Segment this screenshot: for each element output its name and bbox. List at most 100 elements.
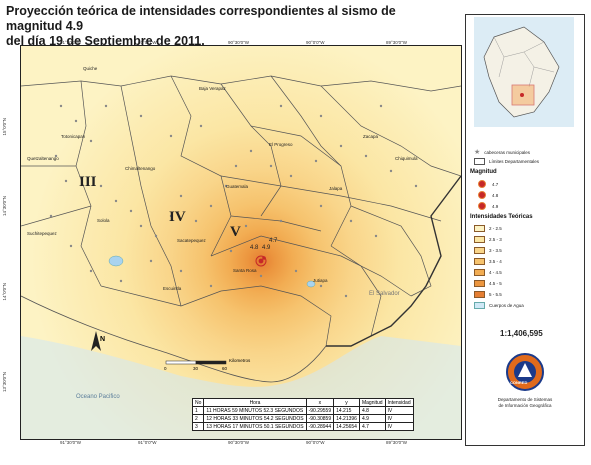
chimaltenango-label: Chimaltenango — [125, 166, 156, 171]
epicenter-icon — [478, 191, 486, 199]
el-progreso-label: El Progreso — [269, 142, 293, 147]
intensity-range: 4 - 4.5 — [489, 270, 502, 275]
table-cell: -90.28944 — [305, 422, 335, 431]
country-border — [326, 175, 461, 347]
legend-intensity-item: 2 - 2.5 — [474, 225, 502, 232]
legend-agua-label: Cuerpos de Agua — [489, 303, 524, 308]
santa-rosa-label: Santa Rosa — [233, 268, 257, 273]
table-row: 2 12 HORAS 33 MINUTOS 54.2 SEGUNDOS -90.… — [191, 414, 414, 423]
scale-bar — [165, 360, 227, 365]
map-scale: 1:1,406,595 — [500, 329, 543, 338]
intensity-swatch — [474, 280, 485, 287]
table-row: 1 11 HORAS 59 MINUTOS 52.3 SEGUNDOS -90.… — [191, 406, 414, 415]
legend-cabeceras: ★ cabeceras municipales — [474, 148, 530, 156]
epicenter-icon — [478, 180, 486, 188]
legend-magnitud-item: 4.9 — [478, 202, 498, 210]
intensity-label-iv: IV — [169, 209, 186, 225]
epicenter-label-b: 4.9 — [262, 245, 271, 251]
scale-tick-30: 30 — [193, 366, 199, 371]
epicenter-icon — [478, 202, 486, 210]
legend-magnitud-value: 4.8 — [492, 192, 499, 198]
guatemala-label: Guatemala — [226, 184, 249, 189]
table-cell: 3 — [191, 422, 205, 431]
table-cell: 14.215 — [333, 406, 360, 415]
table-header: x — [305, 398, 335, 407]
title-line-2: del día 19 de Septiembre de 2011. — [6, 34, 205, 48]
table-row: 3 13 HORAS 17 MINUTOS 50.1 SEGUNDOS -90.… — [191, 422, 414, 431]
legend-cabeceras-label: cabeceras municipales — [484, 149, 531, 155]
coord-bottom-3: 90°30'0"W — [228, 440, 250, 445]
table-header-row: No Hora x y Magnitud Intensidad — [191, 398, 414, 407]
municipal-capitals — [49, 104, 418, 298]
table-cell: 1 — [191, 406, 205, 415]
main-map[interactable]: III IV V 4.7 4.8 4.9 Oceano Pacifico El … — [20, 45, 462, 440]
intensity-range: 2 - 2.5 — [489, 226, 502, 231]
legend-intensity-item: 3.5 - 4 — [474, 258, 502, 265]
intensity-range: 3.5 - 4 — [489, 259, 502, 264]
coord-top-4: 90°0'0"W — [306, 40, 325, 45]
coord-bottom-4: 90°0'0"W — [306, 440, 325, 445]
conred-logo — [506, 353, 544, 391]
coord-top-5: 89°30'0"W — [386, 40, 408, 45]
table-cell: 4.7 — [358, 422, 386, 431]
intensity-swatch — [474, 269, 485, 276]
intensity-swatch — [474, 225, 485, 232]
epicenters — [255, 255, 267, 267]
table-cell: -90.30859 — [305, 414, 335, 423]
legend-intensity-item: 5 - 5.5 — [474, 291, 502, 298]
table-header: Magnitud — [358, 398, 386, 407]
legend-limites-label: Límites Departamentales — [489, 159, 540, 164]
star-icon: ★ — [474, 149, 481, 156]
legend-magnitud-item: 4.8 — [478, 191, 498, 199]
legend-magnitud-title: Magnitud — [470, 169, 497, 175]
coord-left-2: 14°30'0"N — [2, 196, 7, 217]
legend-magnitud-value: 4.7 — [492, 181, 499, 187]
legend-intensidades-title: Intensidades Teóricas — [470, 214, 533, 220]
jutiapa-label: Jutiapa — [313, 278, 328, 283]
table-cell: 14.21396 — [333, 414, 360, 423]
chiquimula-label: Chiquimula — [395, 156, 418, 161]
coord-bottom-1: 91°30'0"W — [60, 440, 82, 445]
sacatepequez-label: Sacatepequez — [177, 238, 206, 243]
water-swatch — [474, 302, 485, 309]
table-header: Hora — [203, 398, 307, 407]
legend-limites: Límites Departamentales — [474, 158, 539, 165]
table-cell: 11 HORAS 59 MINUTOS 52.3 SEGUNDOS — [203, 406, 307, 415]
legend-agua: Cuerpos de Agua — [474, 302, 524, 309]
coord-top-1: 91°30'0"W — [60, 40, 82, 45]
legend-panel: ★ cabeceras municipales Límites Departam… — [465, 14, 585, 446]
epicenter-label-main: 4.7 — [269, 238, 278, 244]
inset-map — [474, 17, 574, 127]
legend-magnitud-item: 4.7 — [478, 180, 498, 188]
coord-left-3: 14°0'0"N — [2, 283, 7, 301]
north-arrow-icon — [91, 331, 101, 351]
lake-guija — [306, 280, 316, 288]
table-header: y — [333, 398, 360, 407]
legend-intensity-item: 3 - 3.5 — [474, 247, 502, 254]
coord-top-2: 91°0'0"W — [138, 40, 157, 45]
intensity-label-v: V — [230, 224, 241, 240]
table-cell: 2 — [191, 414, 205, 423]
table-cell: 14.25654 — [333, 422, 360, 431]
earthquake-table: No Hora x y Magnitud Intensidad 1 11 HOR… — [191, 398, 414, 431]
intensity-swatch — [474, 236, 485, 243]
table-header: Intensidad — [384, 398, 414, 407]
table-cell: IV — [384, 414, 414, 423]
ocean-label: Oceano Pacifico — [76, 394, 120, 400]
scale-unit: Kilometros — [229, 358, 251, 363]
table-cell: -90.29559 — [305, 406, 335, 415]
intensity-range: 4.5 - 5 — [489, 281, 502, 286]
coord-left-4: 13°30'0"N — [2, 372, 7, 393]
legend-intensity-item: 4 - 4.5 — [474, 269, 502, 276]
el-salvador-label: El Salvador — [369, 291, 400, 297]
scale-tick-60: 60 — [222, 366, 228, 371]
intensity-swatch — [474, 247, 485, 254]
border-icon — [474, 158, 485, 165]
coord-left-1: 15°0'0"N — [2, 118, 7, 136]
table-cell: 13 HORAS 17 MINUTOS 50.1 SEGUNDOS — [203, 422, 307, 431]
legend-magnitud-value: 4.9 — [492, 203, 499, 209]
intensity-swatch — [474, 291, 485, 298]
intensity-range: 5 - 5.5 — [489, 292, 502, 297]
map-title: Proyección teórica de intensidades corre… — [6, 4, 446, 49]
